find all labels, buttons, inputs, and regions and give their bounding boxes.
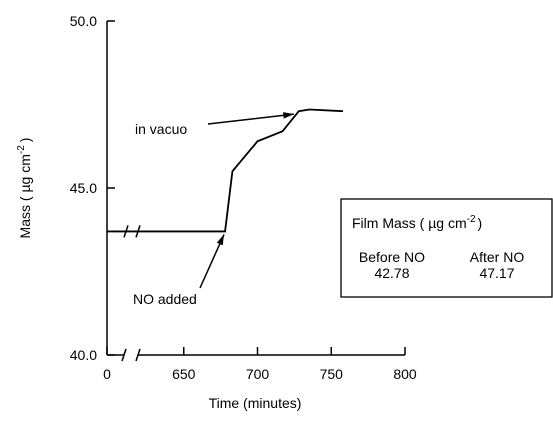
y-axis-label: Mass ( µg cm-2) bbox=[16, 138, 33, 239]
y-tick-label: 50.0 bbox=[70, 13, 97, 29]
inset-box bbox=[340, 198, 553, 298]
y-label-sup: -2 bbox=[16, 145, 27, 154]
x-axis-label: Time (minutes) bbox=[209, 395, 302, 411]
x-tick-label: 800 bbox=[393, 366, 417, 382]
y-tick-label: 40.0 bbox=[70, 347, 97, 363]
x-tick-label: 700 bbox=[246, 366, 270, 382]
y-label-text: Mass ( µg cm bbox=[17, 154, 33, 238]
inset-col-label: Before NO bbox=[359, 249, 425, 265]
y-tick-label: 45.0 bbox=[70, 180, 97, 196]
x-tick-label: 0 bbox=[103, 366, 111, 382]
annotation: NO added bbox=[133, 291, 197, 307]
data-line bbox=[107, 108, 344, 233]
inset-title-sup: -2 bbox=[467, 214, 476, 225]
x-tick-label: 650 bbox=[172, 366, 196, 382]
inset-title-end: ) bbox=[478, 215, 483, 231]
x-tick-label: 750 bbox=[320, 366, 344, 382]
arrow-head bbox=[283, 112, 294, 119]
inset-col-label: After NO bbox=[470, 249, 525, 265]
annotation: in vacuo bbox=[135, 121, 187, 137]
inset-title: Film Mass ( µg cm-2) bbox=[352, 214, 482, 231]
arrow-shaft bbox=[207, 113, 294, 125]
y-label-end: ) bbox=[17, 138, 33, 143]
inset-title-text: Film Mass ( µg cm bbox=[352, 215, 467, 231]
arrow-head bbox=[216, 234, 225, 246]
axis-break bbox=[121, 348, 141, 362]
inset-col-value: 47.17 bbox=[479, 265, 514, 281]
inset-col-value: 42.78 bbox=[374, 265, 409, 281]
line-break bbox=[123, 225, 141, 238]
